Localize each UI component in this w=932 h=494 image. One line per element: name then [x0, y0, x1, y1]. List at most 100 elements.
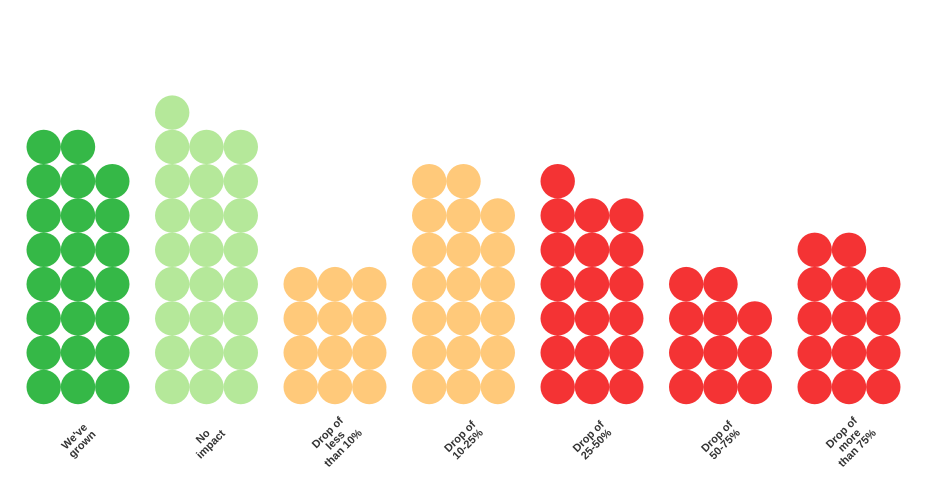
dot: [189, 301, 224, 336]
dot-column: [669, 266, 772, 405]
x-tick-label: Noimpact: [187, 420, 229, 462]
dot: [95, 232, 130, 267]
dot: [574, 266, 610, 302]
dot: [574, 335, 610, 370]
dot: [797, 301, 832, 336]
dot: [574, 301, 610, 336]
dot: [26, 164, 61, 199]
dot: [317, 369, 353, 405]
dot: [866, 266, 901, 302]
dot: [223, 198, 258, 233]
dot: [352, 335, 387, 370]
dot: [446, 198, 481, 233]
dot: [480, 335, 515, 370]
dot: [574, 232, 610, 267]
dot: [283, 335, 318, 370]
x-tick-label: Drop of10-25%: [442, 419, 486, 463]
dot: [669, 266, 704, 302]
dot: [60, 129, 96, 165]
x-tick-label: Drop of50-75%: [699, 419, 743, 463]
dot: [189, 129, 224, 165]
dot: [317, 301, 353, 336]
dot: [26, 301, 61, 336]
dot: [60, 301, 96, 336]
dot: [26, 369, 61, 405]
dot: [223, 232, 258, 267]
dot: [95, 301, 130, 336]
dot: [352, 301, 387, 336]
dot: [797, 232, 832, 267]
dot: [60, 198, 96, 233]
dot: [540, 301, 575, 336]
dot: [609, 369, 644, 405]
dot: [737, 369, 772, 405]
dot: [446, 266, 481, 302]
dot: [609, 301, 644, 336]
dot: [60, 232, 96, 267]
dot: [446, 369, 481, 405]
dot: [831, 301, 867, 336]
dot: [352, 369, 387, 405]
x-tick-label: Drop oflessthan 10%: [307, 411, 365, 469]
dot: [189, 164, 224, 199]
dot-column: [155, 95, 258, 405]
dot: [412, 198, 447, 233]
dot: [574, 369, 610, 405]
dot: [480, 232, 515, 267]
dot: [223, 369, 258, 405]
dot: [540, 198, 575, 233]
dot: [540, 335, 575, 370]
dot: [283, 266, 318, 302]
dot: [189, 198, 224, 233]
dot: [446, 301, 481, 336]
dot-column: [283, 266, 387, 405]
dot: [352, 266, 387, 302]
dot: [797, 266, 832, 302]
dot: [95, 335, 130, 370]
dot: [831, 232, 867, 267]
dot: [95, 198, 130, 233]
dot: [540, 266, 575, 302]
dot: [831, 266, 867, 302]
dot: [95, 266, 130, 302]
dot: [223, 266, 258, 302]
dot: [155, 198, 190, 233]
dot: [540, 232, 575, 267]
dot: [412, 266, 447, 302]
dot: [155, 335, 190, 370]
dot: [480, 266, 515, 302]
dot: [189, 369, 224, 405]
dot: [155, 266, 190, 302]
dot: [574, 198, 610, 233]
dot: [609, 232, 644, 267]
dot: [95, 164, 130, 199]
dot: [412, 232, 447, 267]
dot: [540, 369, 575, 405]
dot: [866, 335, 901, 370]
dot: [283, 369, 318, 405]
dot: [797, 369, 832, 405]
dot-column: [797, 232, 901, 405]
dot: [669, 335, 704, 370]
dot: [95, 369, 130, 405]
dot: [155, 129, 190, 165]
x-tick-label: Drop ofmorethan 75%: [821, 411, 879, 469]
dot: [317, 266, 353, 302]
dot: [609, 335, 644, 370]
x-tick-label: Drop of25-50%: [571, 419, 615, 463]
dot: [797, 335, 832, 370]
dot: [223, 301, 258, 336]
dot: [189, 232, 224, 267]
dot: [669, 301, 704, 336]
dot: [737, 301, 772, 336]
dot: [412, 369, 447, 405]
dot: [866, 369, 901, 405]
x-tick-label: We'vegrown: [59, 421, 99, 461]
dot: [866, 301, 901, 336]
dot: [155, 95, 190, 130]
dot: [317, 335, 353, 370]
dot: [446, 232, 481, 267]
dot: [60, 164, 96, 199]
